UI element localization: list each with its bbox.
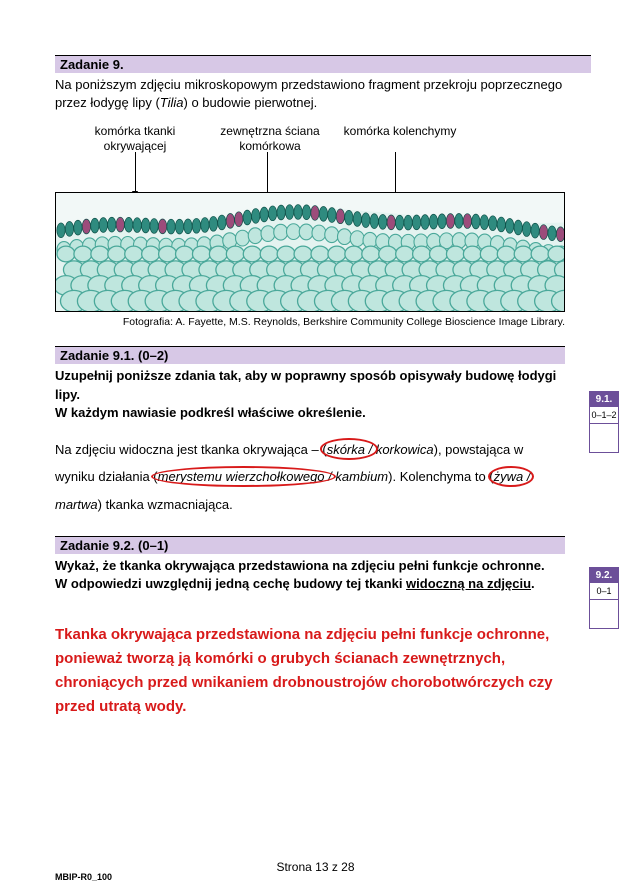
t91-l2b: ). Kolenchyma to ( xyxy=(388,469,494,484)
task91-header: Zadanie 9.1. (0–2) xyxy=(55,346,565,364)
figure-caption: Fotografia: A. Fayette, M.S. Reynolds, B… xyxy=(55,316,565,328)
task92-instr2c: . xyxy=(531,576,535,591)
opt1a-txt: skórka xyxy=(327,442,365,457)
sb2-empty xyxy=(590,600,618,628)
opt3a-txt: żywa xyxy=(494,469,524,484)
task9-intro: Na poniższym zdjęciu mikroskopowym przed… xyxy=(55,76,591,112)
opt3b: martwa xyxy=(55,497,98,512)
opt2a: merystemu wierzchołkowego xyxy=(158,469,325,484)
sep1: / xyxy=(365,442,376,457)
sb1-pts: 0–1–2 xyxy=(590,407,618,424)
arrow-1 xyxy=(135,152,136,197)
t91-l1a: Na zdjęciu widoczna jest tkanka okrywają… xyxy=(55,442,327,457)
opt3a: żywa xyxy=(494,469,524,484)
task92-instr: Wykaż, że tkanka okrywająca przedstawion… xyxy=(55,557,565,593)
score-box-92: 9.2. 0–1 xyxy=(589,567,619,629)
task91-body: Na zdjęciu widoczna jest tkanka okrywają… xyxy=(55,436,565,518)
microscope-image xyxy=(55,192,565,312)
score-box-91: 9.1. 0–1–2 xyxy=(589,391,619,453)
intro-text-b: ) o budowie pierwotnej. xyxy=(184,95,318,110)
t91-l2c: ) tkanka xyxy=(98,497,144,512)
micro-svg xyxy=(56,193,564,311)
label-1: komórka tkanki okrywającej xyxy=(70,124,200,154)
sep2: / xyxy=(325,469,336,484)
intro-italic: Tilia xyxy=(160,95,184,110)
label-3: komórka kolenchymy xyxy=(335,124,465,139)
task91-instr2: W każdym nawiasie podkreśl właściwe okre… xyxy=(55,405,366,420)
opt1a: skórka xyxy=(327,442,365,457)
sb1-hdr: 9.1. xyxy=(590,392,618,407)
sb2-hdr: 9.2. xyxy=(590,568,618,583)
task91-instr1: Uzupełnij poniższe zdania tak, aby w pop… xyxy=(55,368,556,401)
task92-instr1: Wykaż, że tkanka okrywająca przedstawion… xyxy=(55,558,545,573)
opt2b: kambium xyxy=(335,469,388,484)
t91-l2a: działania ( xyxy=(98,469,157,484)
task92-instr2a: W odpowiedzi uwzględnij jedną cechę budo… xyxy=(55,576,406,591)
doc-code: MBIP-R0_100 xyxy=(55,872,112,882)
figure-labels: komórka tkanki okrywającej zewnętrzna śc… xyxy=(55,124,591,192)
opt1b: korkowica xyxy=(376,442,434,457)
opt2a-txt: merystemu wierzchołkowego xyxy=(158,469,325,484)
t91-l3: wzmacniająca. xyxy=(148,497,233,512)
task91-instr: Uzupełnij poniższe zdania tak, aby w pop… xyxy=(55,367,565,422)
task92-header: Zadanie 9.2. (0–1) xyxy=(55,536,565,554)
sb1-empty xyxy=(590,424,618,452)
answer-text: Tkanka okrywająca przedstawiona na zdjęc… xyxy=(55,623,565,719)
sb2-pts: 0–1 xyxy=(590,583,618,600)
label-2: zewnętrzna ściana komórkowa xyxy=(205,124,335,154)
task92-instr2b: widoczną na zdjęciu xyxy=(406,576,531,591)
sep3: / xyxy=(523,469,530,484)
figure-block: komórka tkanki okrywającej zewnętrzna śc… xyxy=(55,124,591,328)
task9-header: Zadanie 9. xyxy=(55,55,591,73)
